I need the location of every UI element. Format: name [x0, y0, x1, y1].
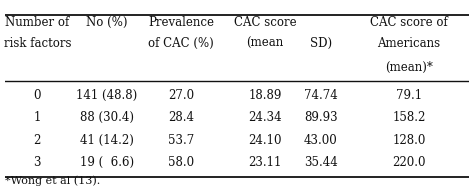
Text: 89.93: 89.93: [304, 111, 337, 124]
Text: (mean: (mean: [246, 37, 283, 50]
Text: risk factors: risk factors: [3, 37, 71, 50]
Text: 53.7: 53.7: [168, 134, 194, 147]
Text: 128.0: 128.0: [392, 134, 426, 147]
Text: 24.10: 24.10: [248, 134, 282, 147]
Text: 74.74: 74.74: [304, 89, 337, 102]
Text: 158.2: 158.2: [392, 111, 426, 124]
Text: 41 (14.2): 41 (14.2): [80, 134, 134, 147]
Text: 18.89: 18.89: [248, 89, 282, 102]
Text: No (%): No (%): [86, 16, 128, 29]
Text: 1: 1: [34, 111, 41, 124]
Text: 3: 3: [34, 156, 41, 169]
Text: 19 (  6.6): 19 ( 6.6): [80, 156, 134, 169]
Text: 35.44: 35.44: [304, 156, 337, 169]
Text: of CAC (%): of CAC (%): [148, 37, 214, 50]
Text: 0: 0: [34, 89, 41, 102]
Text: 23.11: 23.11: [248, 156, 282, 169]
Text: 141 (48.8): 141 (48.8): [76, 89, 137, 102]
Text: 28.4: 28.4: [168, 111, 194, 124]
Text: 43.00: 43.00: [304, 134, 337, 147]
Text: Americans: Americans: [377, 37, 440, 50]
Text: CAC score of: CAC score of: [370, 16, 448, 29]
Text: Number of: Number of: [5, 16, 69, 29]
Text: 58.0: 58.0: [168, 156, 194, 169]
Text: 79.1: 79.1: [396, 89, 422, 102]
Text: 220.0: 220.0: [392, 156, 426, 169]
Text: 2: 2: [34, 134, 41, 147]
Text: CAC score: CAC score: [234, 16, 296, 29]
Text: 27.0: 27.0: [168, 89, 194, 102]
Text: (mean)*: (mean)*: [385, 61, 433, 74]
Text: 88 (30.4): 88 (30.4): [80, 111, 134, 124]
Text: Prevalence: Prevalence: [148, 16, 214, 29]
Text: SD): SD): [310, 37, 332, 50]
Text: *Wong et al (13).: *Wong et al (13).: [5, 176, 100, 186]
Text: 24.34: 24.34: [248, 111, 282, 124]
